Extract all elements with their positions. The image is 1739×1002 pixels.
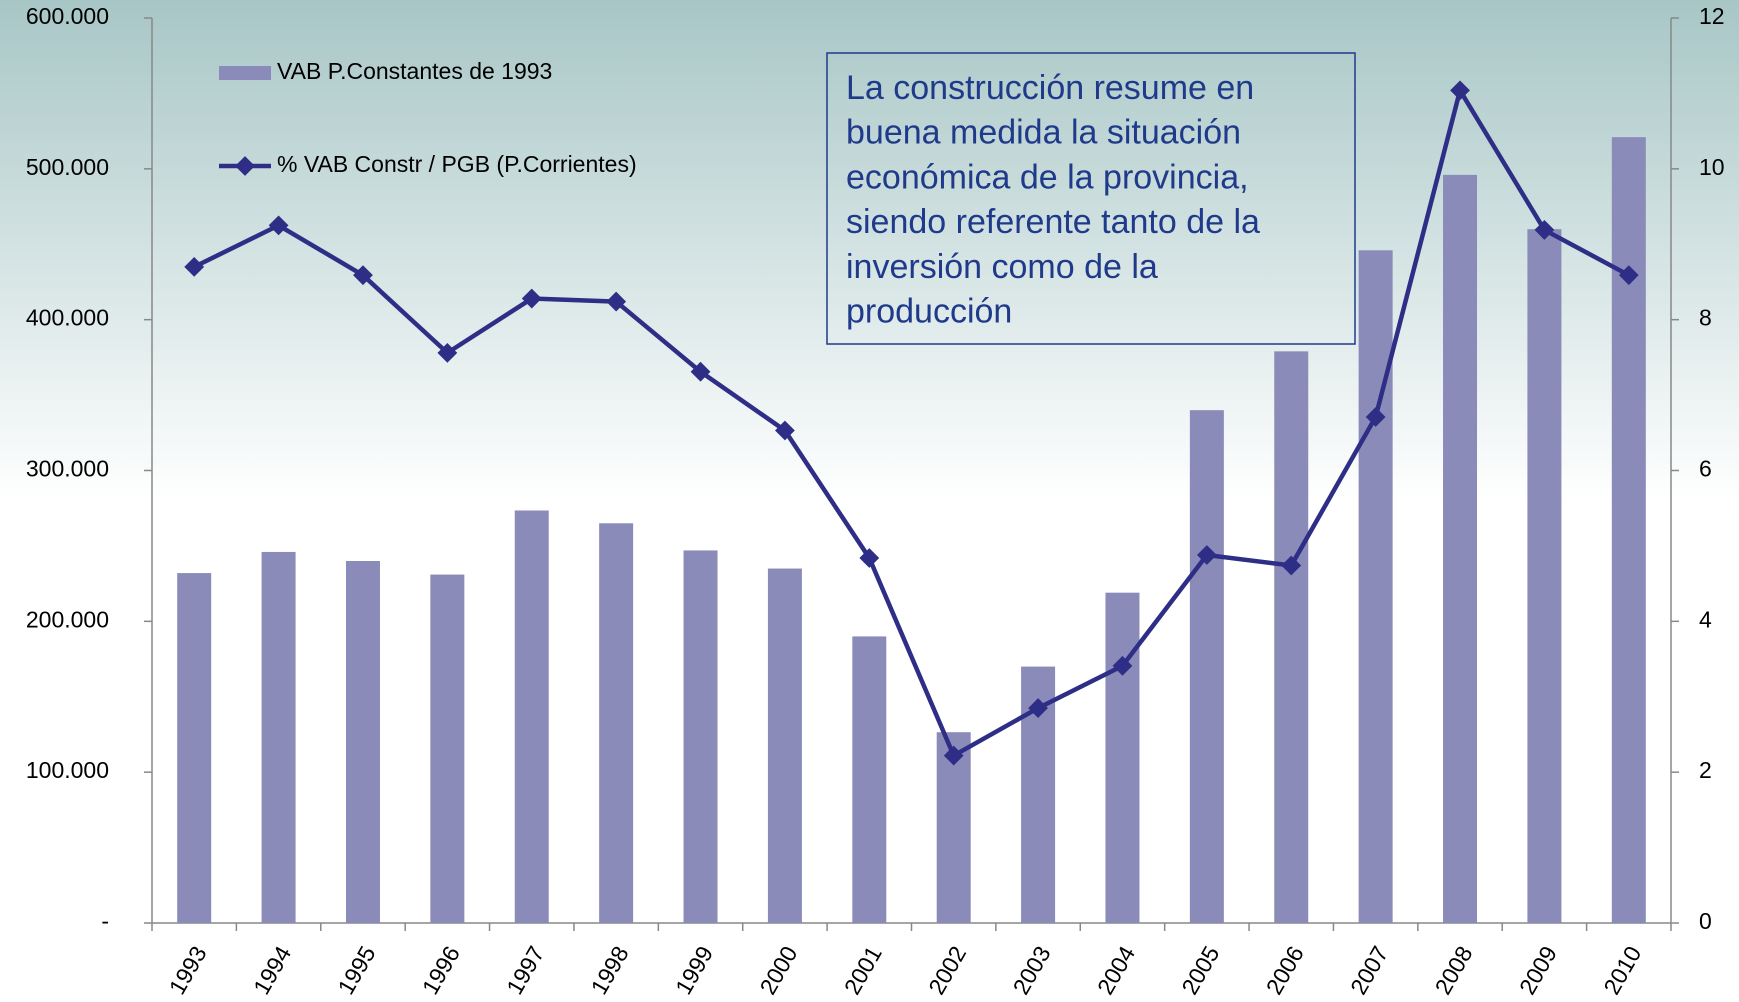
y-tick-label: 200.000: [26, 606, 109, 632]
annotation-line: inversión como de la: [846, 248, 1158, 286]
bar: [177, 573, 212, 923]
annotation-box: [826, 52, 1356, 345]
y2-tick-label: 2: [1699, 757, 1712, 783]
line: [193, 84, 1630, 759]
marker: [1450, 80, 1470, 101]
y-tick-label: 100.000: [26, 757, 109, 783]
bar: [1358, 250, 1393, 924]
marker: [606, 291, 627, 312]
marker: [1028, 698, 1048, 718]
bar: [1274, 351, 1309, 923]
legend-label: % VAB Constr / PGB (P.Corrientes): [277, 151, 637, 177]
y-tick-label: 400.000: [26, 305, 109, 331]
marker: [943, 745, 964, 766]
y-tick-label: 300.000: [26, 456, 109, 482]
bar: [261, 551, 296, 923]
marker: [521, 288, 542, 309]
bar: [1105, 592, 1140, 923]
legend-label: VAB P.Constantes de 1993: [277, 58, 552, 84]
y2-tick-label: 8: [1699, 305, 1712, 331]
legend-marker: [235, 156, 255, 176]
bar: [345, 561, 380, 923]
bar: [1443, 174, 1478, 923]
bar: [599, 523, 634, 923]
marker: [268, 215, 289, 236]
bar: [683, 550, 718, 923]
bar: [1189, 410, 1224, 924]
annotation-line: producción: [846, 293, 1012, 331]
bar: [1527, 229, 1562, 923]
y-tick-label: -: [101, 908, 109, 934]
marker: [184, 256, 205, 277]
y2-tick-label: 0: [1699, 908, 1712, 934]
marker: [690, 361, 711, 382]
annotation-line: La construcción resume en: [846, 69, 1254, 107]
marker: [1365, 407, 1386, 427]
marker: [1112, 655, 1133, 676]
marker: [1534, 220, 1555, 240]
y-tick-label: 500.000: [26, 154, 109, 180]
y-tick-label: 600.000: [26, 3, 109, 29]
y2-tick-label: 12: [1699, 3, 1725, 29]
marker: [1618, 265, 1639, 286]
annotation-line: económica de la provincia,: [846, 158, 1249, 196]
y2-tick-label: 6: [1699, 456, 1712, 482]
marker: [353, 265, 373, 286]
bar: [514, 510, 549, 923]
bar: [852, 636, 887, 923]
marker: [775, 420, 795, 441]
annotation-line: siendo referente tanto de la: [846, 203, 1260, 241]
annotation-line: buena medida la situación: [846, 114, 1241, 152]
y2-tick-label: 10: [1699, 154, 1725, 180]
bar: [1611, 137, 1646, 924]
y2-tick-label: 4: [1699, 606, 1712, 632]
marker: [437, 342, 458, 363]
bar: [767, 568, 802, 923]
marker: [1196, 545, 1217, 565]
marker: [1281, 555, 1302, 576]
bar: [430, 574, 465, 923]
marker: [859, 548, 880, 568]
legend-swatch: [219, 66, 271, 80]
